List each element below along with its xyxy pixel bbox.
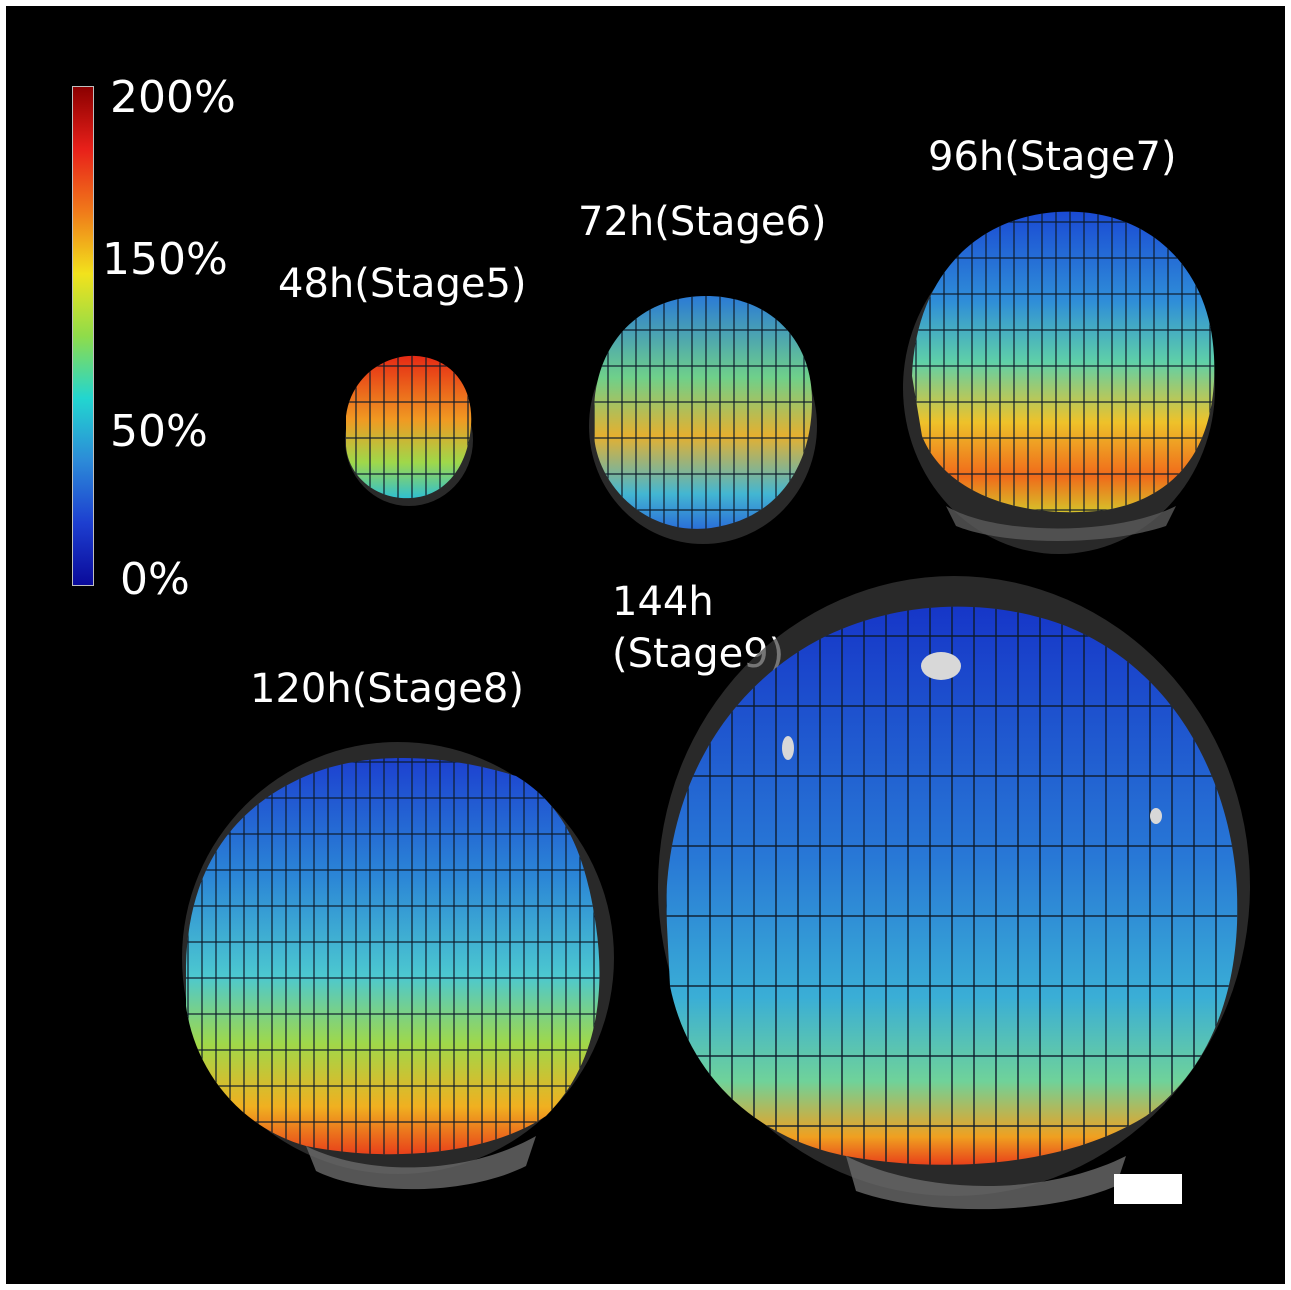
embryo-72h <box>594 296 812 529</box>
label-96h: 96h(Stage7) <box>928 134 1177 180</box>
scale-bar <box>1114 1174 1182 1204</box>
embryo-illustrations <box>182 211 1250 1210</box>
embryo-96h <box>912 211 1215 541</box>
label-120h: 120h(Stage8) <box>250 666 524 712</box>
colorbar <box>72 86 94 586</box>
colorbar-tick-50: 50% <box>110 406 208 457</box>
label-72h: 72h(Stage6) <box>578 199 827 245</box>
colorbar-tick-0: 0% <box>120 554 190 605</box>
embryo-48h <box>346 355 472 499</box>
embryo-120h <box>186 757 600 1190</box>
label-48h: 48h(Stage5) <box>278 261 527 307</box>
figure-panel: 200% 150% 50% 0% 48h(Stage5) 72h(Stage6)… <box>6 6 1285 1284</box>
colorbar-tick-150: 150% <box>102 234 228 285</box>
embryo-144h <box>666 606 1238 1210</box>
colorbar-tick-200: 200% <box>110 72 236 123</box>
